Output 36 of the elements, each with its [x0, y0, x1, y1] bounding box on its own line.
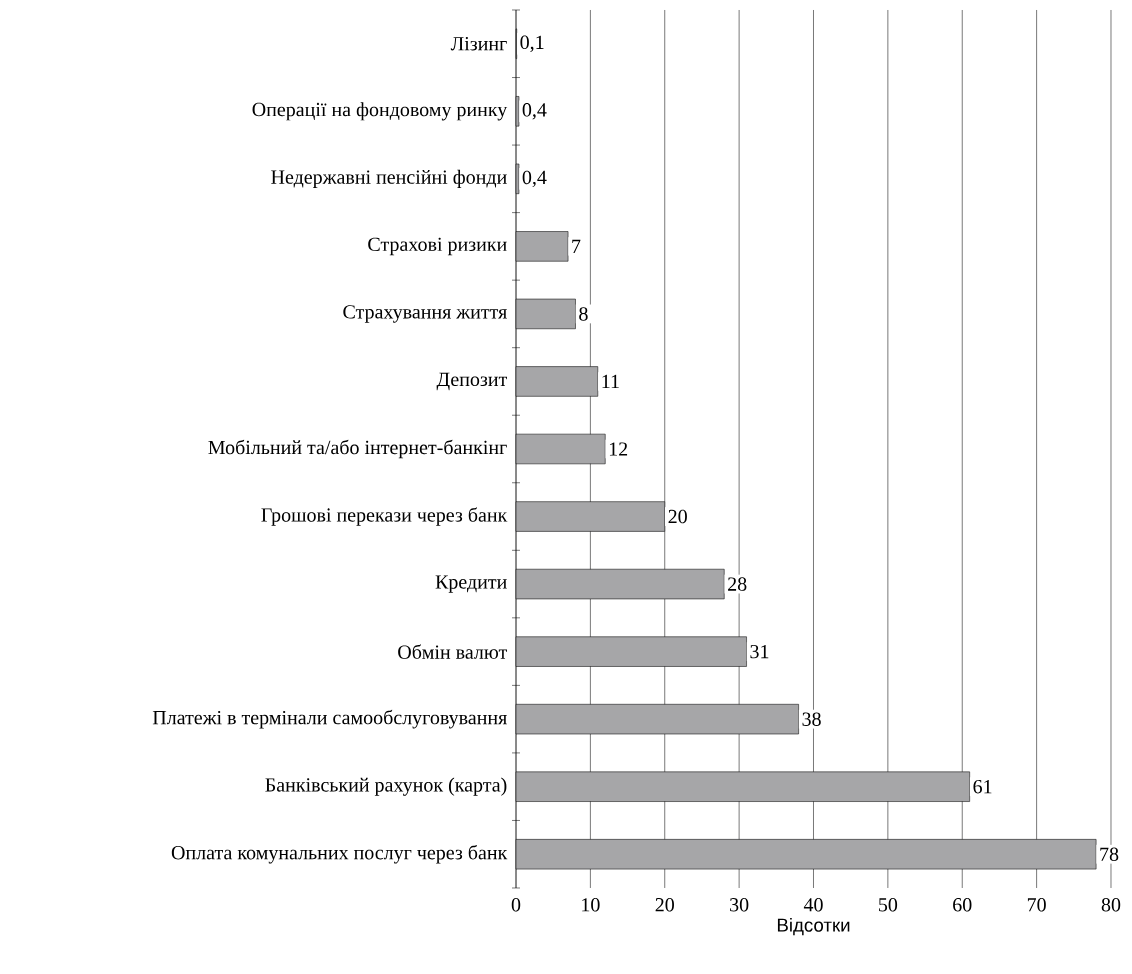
- y-tick-label: Банківський рахунок (карта): [265, 777, 507, 796]
- data-label: 0,1: [520, 35, 544, 52]
- y-tick-label: Мобільний та/або інтернет-банкінг: [208, 439, 507, 459]
- data-label: 20: [668, 509, 687, 524]
- x-tick-label: 0: [511, 898, 521, 912]
- x-tick-label: 50: [879, 898, 898, 912]
- y-tick-label: Кредити: [435, 575, 507, 593]
- x-tick-label: 60: [953, 898, 972, 912]
- data-label: 78: [1100, 847, 1119, 861]
- x-tick-label: 70: [1027, 898, 1046, 912]
- x-tick-label: 10: [582, 898, 600, 912]
- y-tick-label: Лізинг: [450, 37, 507, 51]
- y-tick-label: Грошові перекази через банк: [261, 507, 508, 526]
- data-label: 38: [802, 712, 821, 726]
- x-axis-title: Відсотки: [777, 918, 850, 936]
- data-label: 0,4: [522, 170, 547, 188]
- y-tick-label: Оплата комунальних послуг через банк: [171, 844, 508, 864]
- x-tick-label: 30: [730, 898, 749, 912]
- data-label: 7: [572, 239, 581, 253]
- x-tick-label: 80: [1101, 898, 1121, 912]
- x-tick-label: 20: [655, 898, 674, 912]
- data-label: 31: [750, 644, 769, 659]
- y-tick-label: Операції на фондовому ринку: [252, 102, 508, 121]
- y-tick-label: Страхування життя: [343, 305, 507, 323]
- y-tick-label: Платежі в термінали самообслуговування: [152, 709, 507, 729]
- x-tick-label: 40: [803, 898, 823, 912]
- data-label: 0,4: [522, 103, 547, 120]
- y-tick-label: Депозит: [436, 372, 507, 391]
- data-label: 28: [728, 577, 747, 591]
- data-label: 11: [602, 374, 619, 389]
- data-label: 61: [973, 779, 992, 794]
- data-label: 8: [579, 307, 588, 321]
- y-tick-label: Обмін валют: [398, 644, 508, 659]
- data-label: 12: [609, 442, 628, 456]
- y-tick-label: Недержавні пенсійні фонди: [271, 169, 507, 188]
- y-tick-label: Страхові ризики: [368, 237, 507, 256]
